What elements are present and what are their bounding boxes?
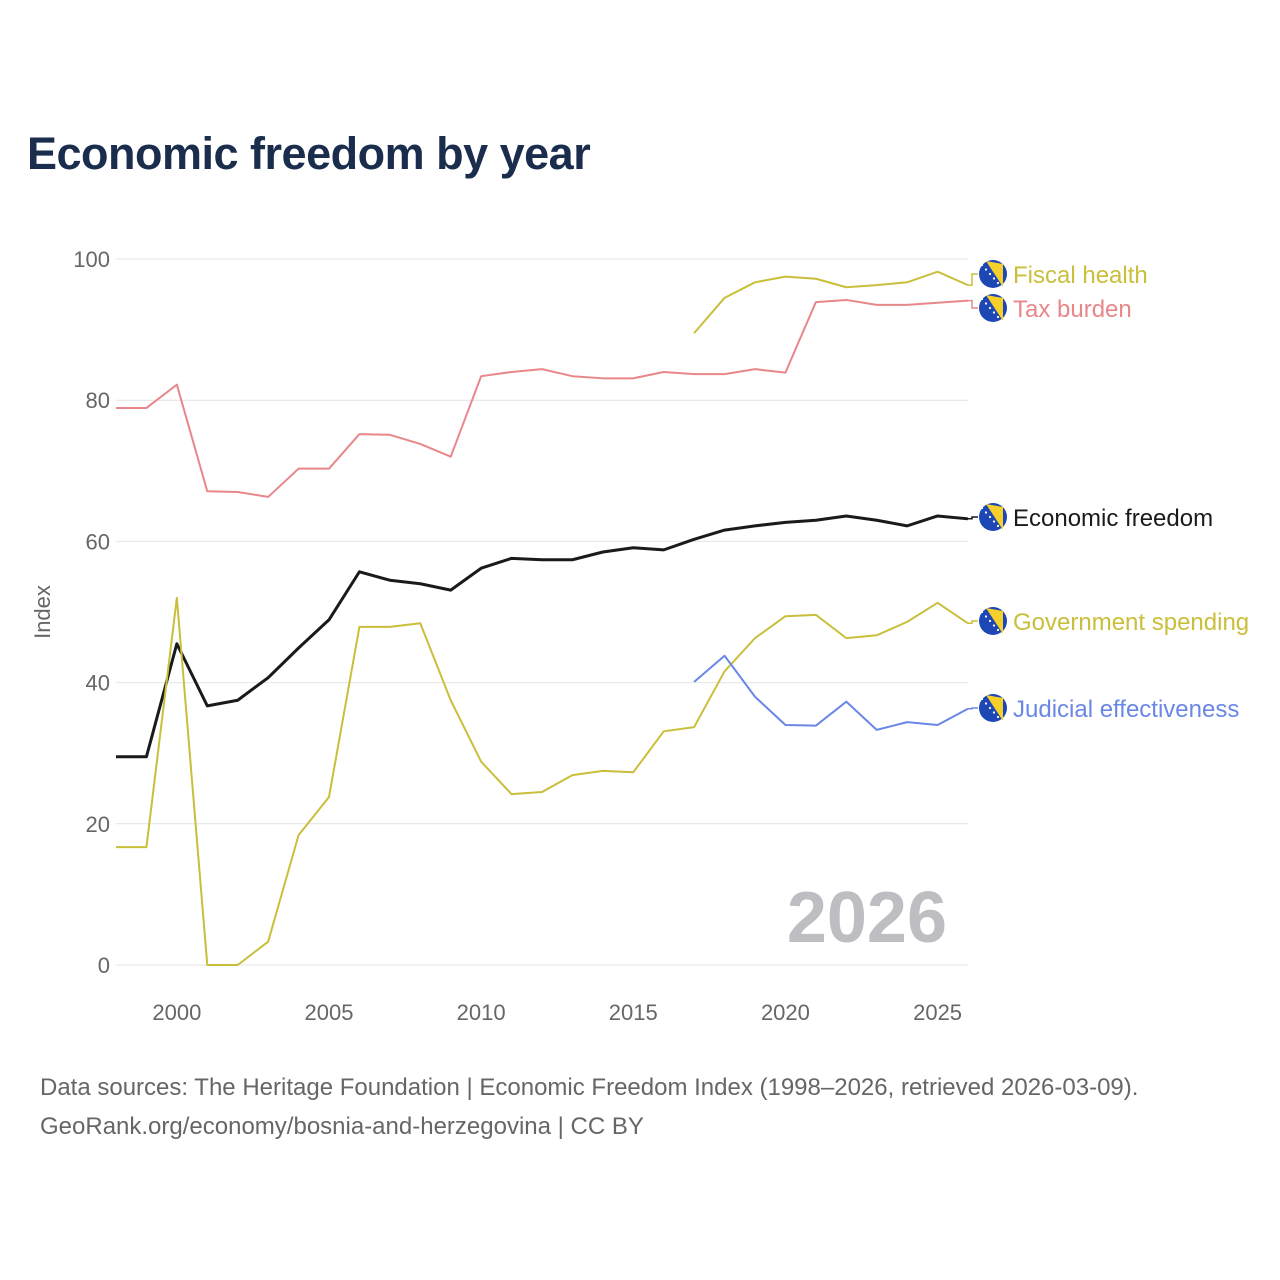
flag-star [996, 315, 1000, 319]
flag-star [992, 277, 996, 280]
series-label: Government spending [1013, 609, 1249, 636]
y-tick-label: 20 [86, 812, 110, 837]
flag-star [984, 615, 988, 618]
source-link[interactable]: GeoRank.org/economy/bosnia-and-herzegovi… [40, 1113, 644, 1140]
series-line-economic-freedom [116, 514, 969, 759]
label-connector [968, 273, 978, 286]
y-tick-label: 80 [86, 388, 110, 413]
flag-star [992, 624, 996, 627]
series-line-judicial-effectiveness [693, 654, 969, 731]
y-axis-label: Index [30, 585, 55, 639]
flag-triangle [986, 695, 1003, 721]
flag-star [988, 515, 992, 519]
flag-star [996, 715, 1000, 719]
series-label: Judicial effectiveness [1013, 696, 1239, 723]
bosnia-flag-icon [979, 607, 1007, 635]
label-connector [968, 620, 978, 625]
y-tick-label: 100 [73, 247, 110, 272]
bosnia-flag-icon [979, 503, 1007, 531]
x-tick-label: 2015 [609, 1000, 658, 1025]
label-connector [968, 707, 978, 710]
flag-star [984, 268, 988, 271]
series-line-government-spending [116, 596, 969, 966]
flag-star [980, 610, 984, 614]
data-sources: Data sources: The Heritage Foundation | … [40, 1074, 1139, 1101]
flag-star [984, 302, 988, 305]
y-tick-label: 40 [86, 671, 110, 696]
x-tick-label: 2000 [152, 1000, 201, 1025]
flag-star [980, 506, 984, 510]
flag-triangle [986, 295, 1003, 321]
flag-star [988, 306, 992, 310]
label-connector [968, 516, 978, 520]
x-tick-label: 2010 [457, 1000, 506, 1025]
flag-triangle [986, 504, 1003, 530]
series-label: Economic freedom [1013, 505, 1213, 532]
flag-star [992, 311, 996, 314]
bosnia-flag-icon [979, 294, 1007, 322]
flag-star [996, 281, 1000, 285]
flag-triangle [986, 608, 1003, 634]
flag-star [984, 702, 988, 705]
series-line-fiscal-health [693, 270, 969, 334]
year-watermark: 2026 [787, 878, 947, 958]
flag-star [988, 706, 992, 710]
flag-star [988, 272, 992, 276]
flag-star [980, 297, 984, 301]
flag-star [992, 520, 996, 523]
x-tick-label: 2025 [913, 1000, 962, 1025]
label-connector [968, 299, 978, 309]
series-line-tax-burden [116, 298, 969, 498]
flag-star [980, 697, 984, 701]
y-tick-label: 60 [86, 529, 110, 554]
chart-title: Economic freedom by year [27, 128, 591, 179]
footer: Data sources: The Heritage Foundation | … [40, 1068, 1138, 1146]
bosnia-flag-icon [979, 694, 1007, 722]
flag-star [992, 711, 996, 714]
y-tick-label: 0 [98, 953, 110, 978]
x-tick-label: 2005 [305, 1000, 354, 1025]
flag-star [996, 524, 1000, 528]
series-label: Fiscal health [1013, 262, 1148, 289]
flag-star [996, 628, 1000, 632]
bosnia-flag-icon [979, 260, 1007, 288]
flag-star [984, 511, 988, 514]
flag-star [988, 619, 992, 623]
flag-star [980, 263, 984, 267]
flag-triangle [986, 261, 1003, 287]
series-label: Tax burden [1013, 296, 1132, 323]
x-tick-label: 2020 [761, 1000, 810, 1025]
